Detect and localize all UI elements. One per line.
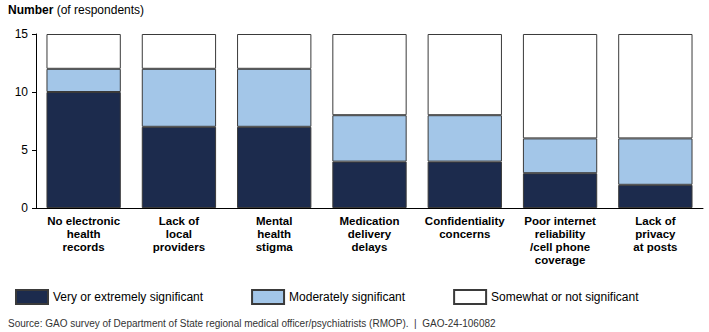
svg-text:Poor internet: Poor internet <box>524 215 596 227</box>
svg-text:providers: providers <box>153 241 205 253</box>
svg-text:10: 10 <box>15 85 29 99</box>
svg-text:0: 0 <box>21 201 28 215</box>
svg-text:Medication: Medication <box>339 215 399 227</box>
svg-text:/cell phone: /cell phone <box>530 241 590 253</box>
svg-text:local: local <box>166 228 192 240</box>
svg-text:privacy: privacy <box>635 228 676 240</box>
svg-text:reliability: reliability <box>535 228 586 240</box>
svg-text:delivery: delivery <box>348 228 392 240</box>
svg-text:at posts: at posts <box>633 241 677 253</box>
svg-text:delays: delays <box>352 241 388 253</box>
svg-text:health: health <box>257 228 291 240</box>
svg-text:Somewhat or not significant: Somewhat or not significant <box>491 290 639 304</box>
svg-text:Moderately significant: Moderately significant <box>289 290 406 304</box>
svg-text:No electronic: No electronic <box>47 215 120 227</box>
svg-text:coverage: coverage <box>535 254 586 266</box>
svg-text:Lack of: Lack of <box>635 215 675 227</box>
svg-text:(of respondents): (of respondents) <box>57 3 144 17</box>
svg-text:Lack of: Lack of <box>159 215 199 227</box>
svg-text:5: 5 <box>21 143 28 157</box>
svg-text:Confidentiality: Confidentiality <box>425 215 505 227</box>
svg-text:stigma: stigma <box>256 241 294 253</box>
svg-text:records: records <box>63 241 105 253</box>
svg-text:Number: Number <box>8 3 54 17</box>
svg-text:concerns: concerns <box>439 228 490 240</box>
svg-text:Mental: Mental <box>256 215 292 227</box>
svg-text:health: health <box>67 228 101 240</box>
svg-text:15: 15 <box>15 27 29 41</box>
svg-text:Source: GAO survey of Departme: Source: GAO survey of Department of Stat… <box>8 318 496 329</box>
svg-text:Very or extremely significant: Very or extremely significant <box>53 290 204 304</box>
